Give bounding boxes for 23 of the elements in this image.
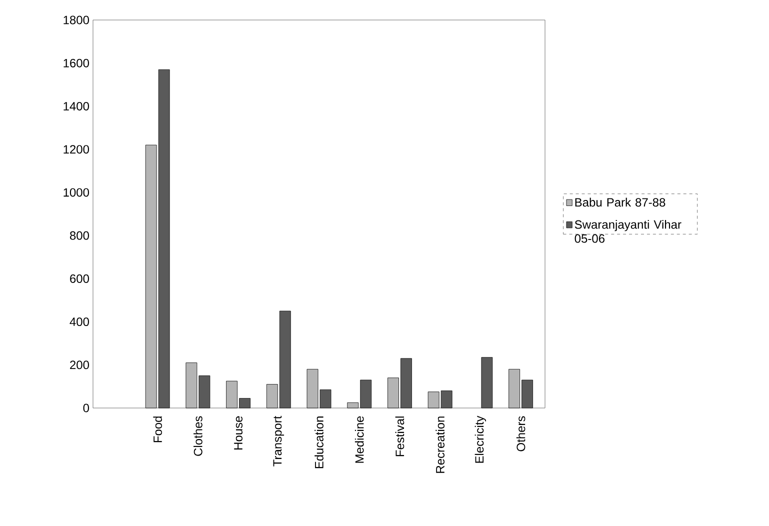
- x-tick-label: Recreation: [436, 416, 444, 473]
- y-tick-label: 600: [70, 274, 90, 283]
- y-tick-label: 1800: [64, 16, 90, 24]
- x-tick-label: Festival: [395, 416, 404, 456]
- y-tick-label: 200: [70, 360, 90, 370]
- x-tick-label: Medicine: [354, 416, 364, 463]
- x-tick-label: House: [234, 416, 242, 450]
- legend-label: Swaranjayanti Vihar 05-06: [574, 220, 682, 243]
- x-tick-label: Transport: [273, 416, 284, 466]
- y-tick-label: 0: [83, 404, 90, 412]
- y-tick-label: 800: [70, 231, 90, 240]
- y-tick-label: 1200: [64, 145, 90, 154]
- y-tick-label: 1600: [64, 58, 90, 68]
- x-tick-label: Others: [516, 416, 526, 452]
- x-tick-label: Elecricity: [474, 416, 486, 463]
- bar: [481, 357, 493, 408]
- y-tick-label: 1000: [64, 188, 90, 197]
- x-tick-label: Food: [153, 416, 162, 442]
- x-tick-label: Education: [314, 416, 324, 468]
- legend-label: Babu Park 87-88: [575, 198, 666, 207]
- x-tick-label: Clothes: [194, 416, 202, 456]
- y-tick-label: 400: [70, 318, 90, 326]
- y-tick-label: 1400: [64, 102, 90, 110]
